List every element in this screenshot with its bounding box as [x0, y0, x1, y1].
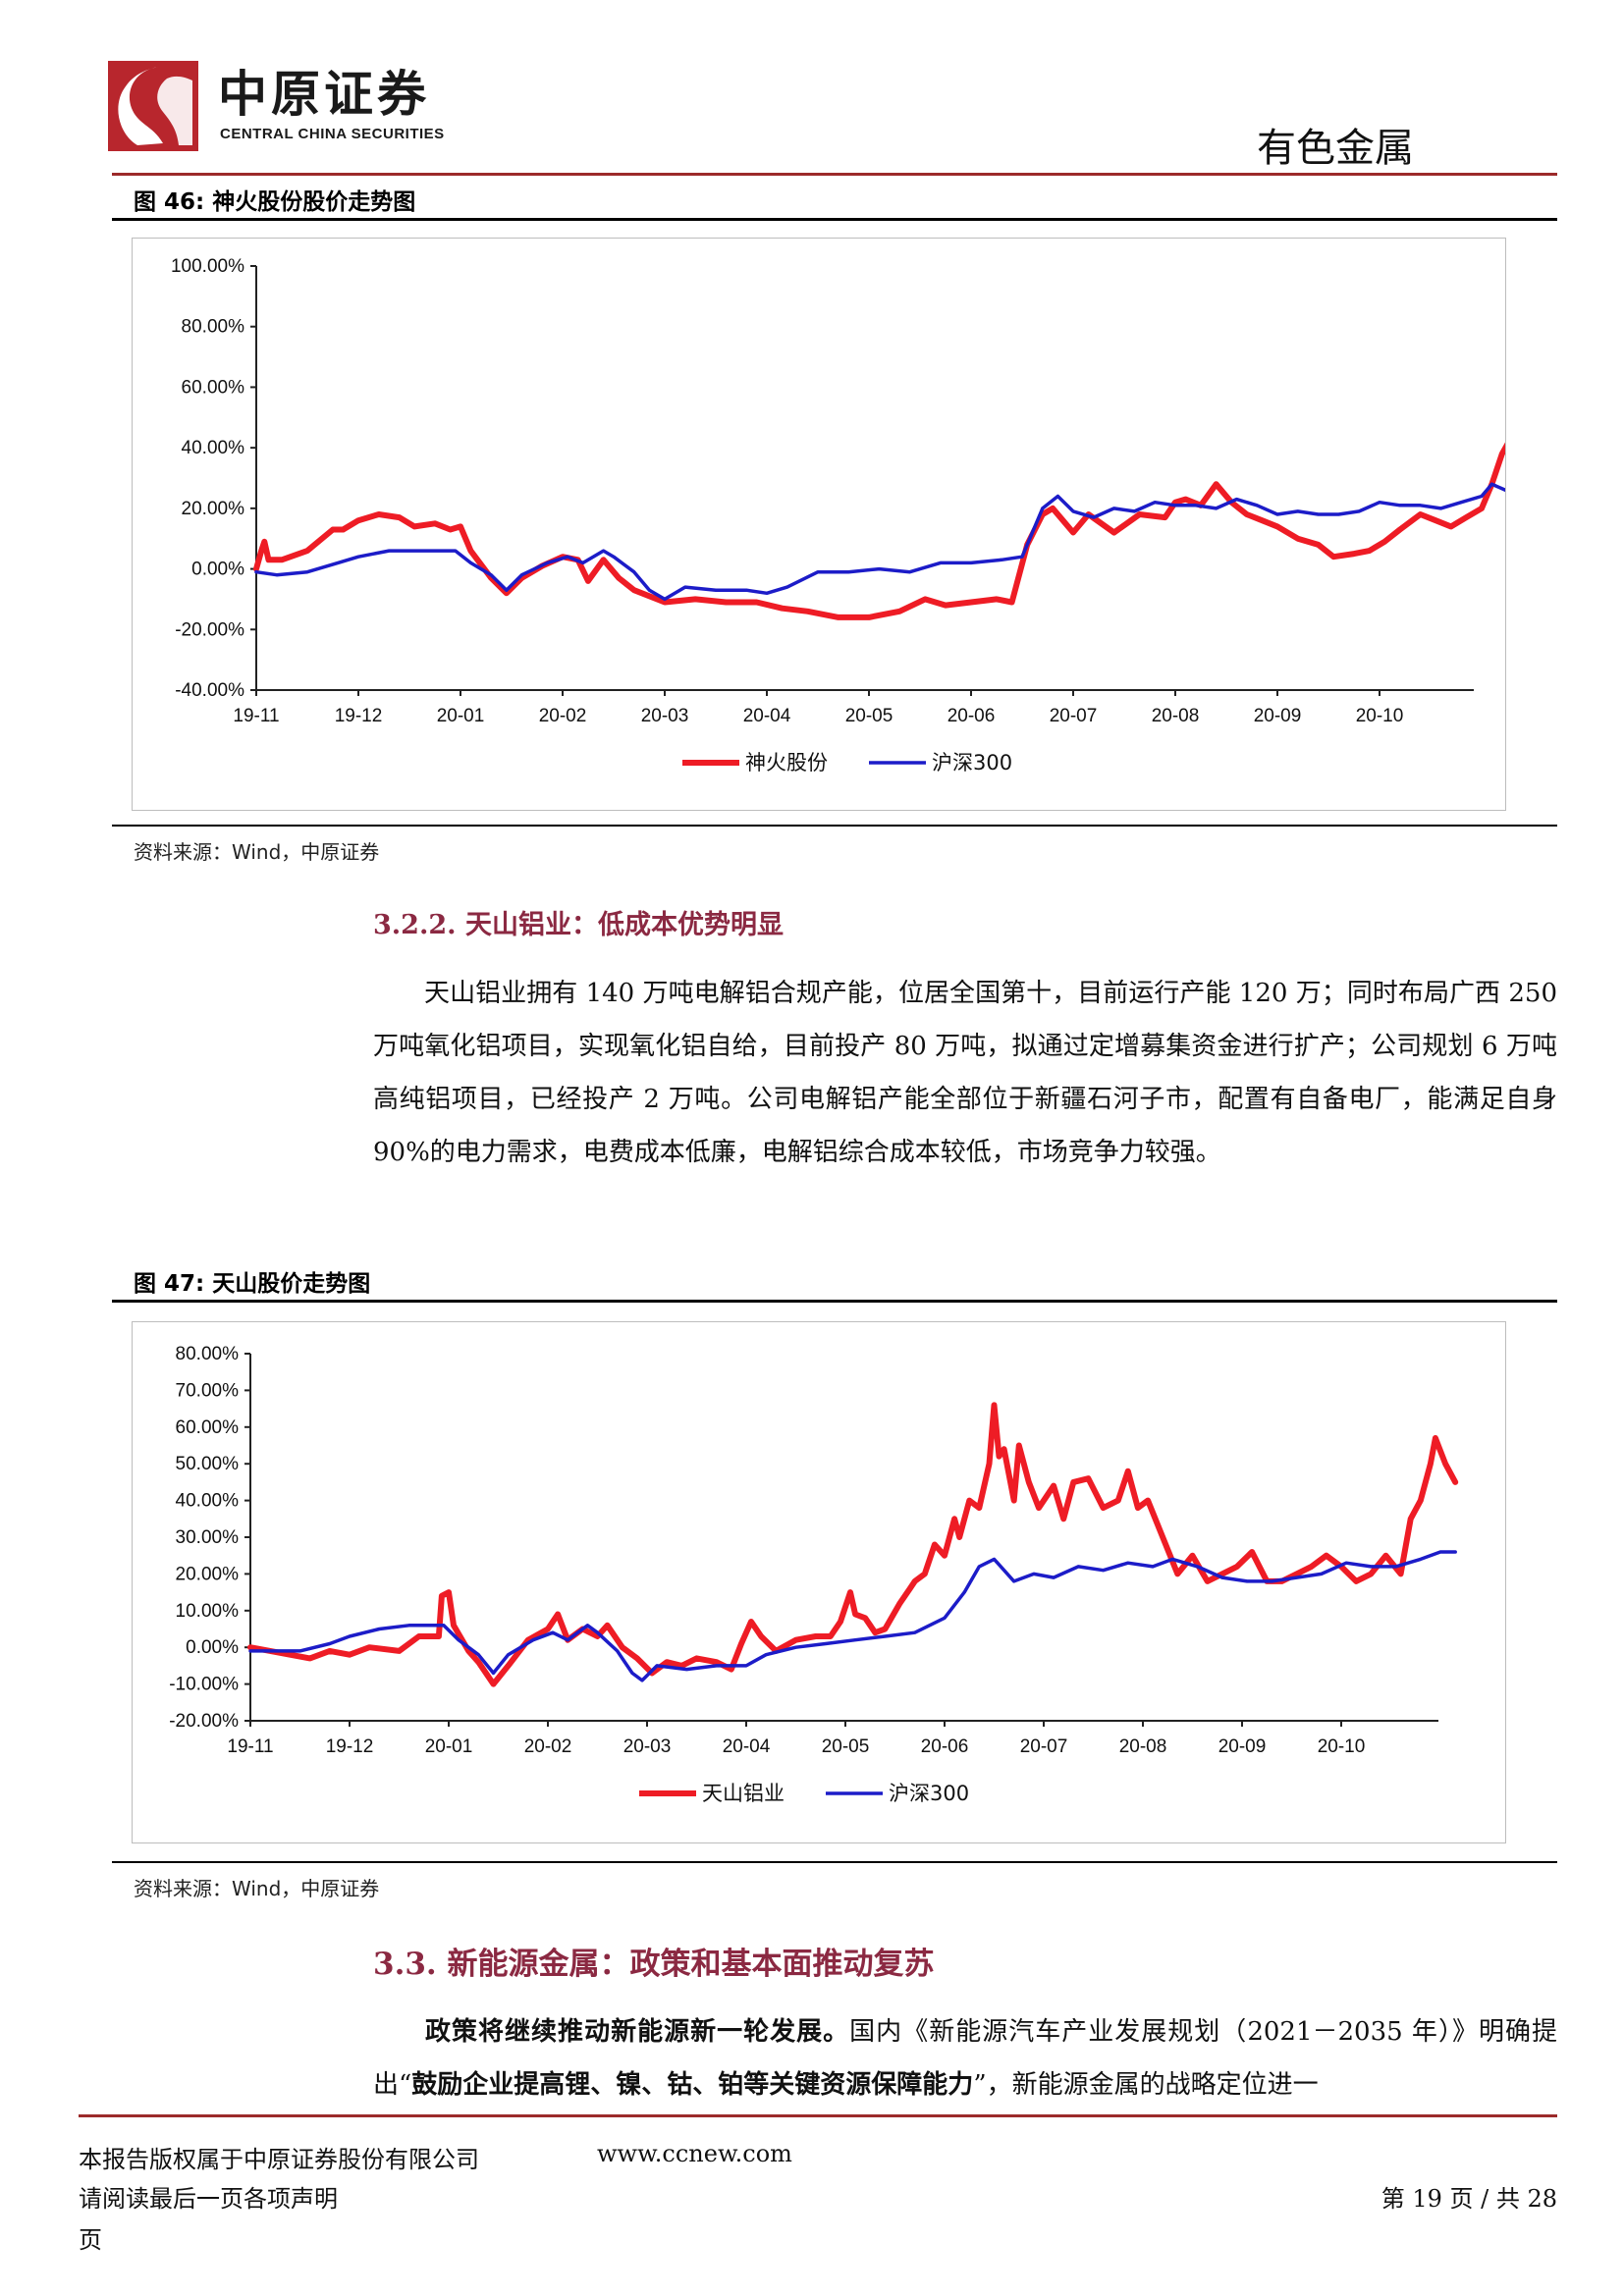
figure-47-plot: 80.00% 70.00% 60.00% 50.00% 40.00% 30.00% 20.0…: [169, 1344, 1459, 1805]
x-tick-label: 20-10: [1356, 706, 1404, 726]
y-tick-label: -20.00%: [169, 1711, 239, 1732]
y-tick-label: 80.00%: [176, 1344, 240, 1364]
figure-46-title: 图 46: 神火股份股价走势图: [134, 189, 416, 215]
footer-page-tail: 页: [79, 2226, 102, 2254]
y-tick-label: 40.00%: [176, 1491, 240, 1512]
figure-47-bottom-rule: [112, 1861, 1557, 1863]
company-logo-icon: [108, 61, 198, 151]
x-tick-label: 20-08: [1152, 706, 1200, 726]
x-tick-label: 20-03: [623, 1736, 672, 1757]
x-tick-label: 19-11: [227, 1736, 273, 1757]
footer-page-number: 第 19 页 / 共 28: [1380, 2185, 1557, 2213]
y-tick-label: 20.00%: [182, 499, 245, 519]
x-tick-label: 19-12: [335, 706, 383, 726]
x-tick-label: 20-07: [1050, 706, 1098, 726]
legend-label: 神火股份: [745, 751, 828, 774]
series-line-stock: [253, 442, 1505, 620]
y-tick-label: 10.00%: [176, 1601, 240, 1622]
legend-label: 沪深300: [932, 751, 1012, 774]
legend-label: 天山铝业: [702, 1782, 785, 1805]
x-tick-label: 20-04: [743, 706, 791, 726]
figure-46-chart: 100.00% 80.00% 60.00% 40.00% 20.00% 0.00% -20.…: [132, 238, 1506, 811]
footer-notice: 请阅读最后一页各项声明: [79, 2185, 338, 2213]
section-33-text1: 国内《新能源汽车产业发展规划（2021－2035 年）》明确提出“: [373, 2017, 1557, 2100]
x-tick-label: 20-10: [1318, 1736, 1366, 1757]
y-tick-label: -20.00%: [175, 619, 244, 640]
y-tick-label: -10.00%: [169, 1675, 239, 1695]
footer-divider: [79, 2114, 1557, 2117]
footer-copyright: 本报告版权属于中原证券股份有限公司: [79, 2146, 479, 2173]
figure-46-rule: [112, 218, 1557, 221]
y-tick-label: 0.00%: [191, 560, 244, 580]
x-tick-label: 20-05: [822, 1736, 870, 1757]
figure-46-bottom-rule: [112, 825, 1557, 827]
y-tick-label: 80.00%: [182, 317, 245, 338]
x-tick-label: 20-01: [437, 706, 485, 726]
figure-47-title: 图 47: 天山股价走势图: [134, 1271, 371, 1297]
header-divider: [112, 173, 1557, 176]
x-tick-label: 20-09: [1218, 1736, 1267, 1757]
figure-46-source: 资料来源：Wind，中原证券: [134, 840, 380, 864]
x-tick-label: 20-07: [1020, 1736, 1068, 1757]
y-tick-label: 20.00%: [176, 1564, 240, 1584]
x-tick-label: 19-12: [326, 1736, 374, 1757]
y-tick-label: 40.00%: [182, 438, 245, 458]
x-tick-label: 20-06: [921, 1736, 969, 1757]
x-tick-label: 20-09: [1254, 706, 1302, 726]
x-tick-label: 20-04: [723, 1736, 771, 1757]
y-tick-label: 60.00%: [176, 1417, 240, 1438]
x-tick-label: 20-05: [845, 706, 893, 726]
y-tick-label: 70.00%: [176, 1380, 240, 1401]
section-322-text: 天山铝业拥有 140 万吨电解铝合规产能，位居全国第十，目前运行产能 120 万…: [373, 979, 1557, 1167]
x-tick-label: 20-02: [524, 1736, 572, 1757]
sector-label: 有色金属: [1257, 126, 1414, 171]
series-line-stock: [247, 1402, 1459, 1687]
section-33-text2: ”，新能源金属的战略定位进一: [973, 2070, 1319, 2100]
y-tick-label: -40.00%: [175, 680, 244, 701]
section-322-heading: 3.2.2. 天山铝业：低成本优势明显: [373, 910, 784, 940]
figure-47-chart: 80.00% 70.00% 60.00% 50.00% 40.00% 30.00% 20.0…: [132, 1321, 1506, 1843]
x-tick-label: 19-11: [233, 706, 279, 726]
footer-website-link[interactable]: www.ccnew.com: [597, 2140, 792, 2167]
x-tick-label: 20-06: [947, 706, 996, 726]
section-33-bold-quote: 鼓励企业提高锂、镍、钴、铂等关键资源保障能力: [411, 2070, 974, 2100]
company-name-cn: 中原证券: [218, 65, 430, 123]
section-33-paragraph: 政策将继续推动新能源新一轮发展。国内《新能源汽车产业发展规划（2021－2035…: [373, 2005, 1557, 2111]
y-tick-label: 0.00%: [186, 1637, 239, 1658]
section-33-heading: 3.3. 新能源金属：政策和基本面推动复苏: [373, 1947, 935, 1982]
series-line-hs300: [248, 1550, 1457, 1682]
x-tick-label: 20-02: [539, 706, 587, 726]
section-322-paragraph: 天山铝业拥有 140 万吨电解铝合规产能，位居全国第十，目前运行产能 120 万…: [373, 967, 1557, 1179]
y-tick-label: 30.00%: [176, 1527, 240, 1548]
y-tick-label: 50.00%: [176, 1454, 240, 1474]
legend-label: 沪深300: [889, 1782, 969, 1805]
series-line-hs300: [254, 482, 1505, 602]
y-tick-label: 100.00%: [171, 256, 244, 277]
figure-47-rule: [112, 1300, 1557, 1303]
figure-47-source: 资料来源：Wind，中原证券: [134, 1877, 380, 1900]
y-tick-label: 60.00%: [182, 377, 245, 398]
company-name-en: CENTRAL CHINA SECURITIES: [220, 126, 445, 142]
x-tick-label: 20-08: [1119, 1736, 1167, 1757]
figure-46-plot: 100.00% 80.00% 60.00% 40.00% 20.00% 0.00% -20.…: [171, 256, 1505, 774]
section-33-bold-lead: 政策将继续推动新能源新一轮发展。: [424, 2017, 850, 2047]
x-tick-label: 20-03: [641, 706, 689, 726]
x-tick-label: 20-01: [425, 1736, 473, 1757]
